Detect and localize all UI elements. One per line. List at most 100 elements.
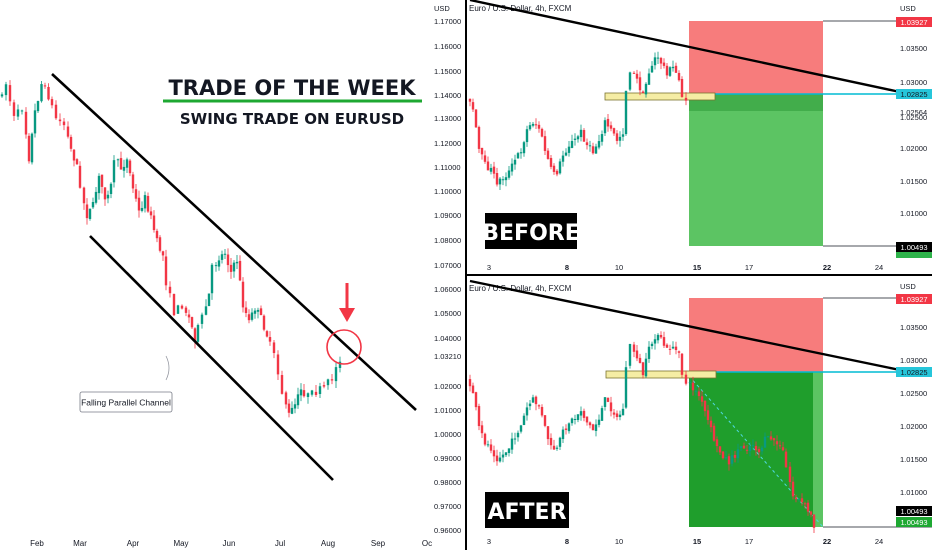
after-right-tick-label: 1.03000 — [900, 356, 927, 365]
daily-x-tick-label: May — [173, 539, 188, 548]
after-candle — [474, 391, 478, 411]
after-candle — [480, 420, 484, 438]
daily-candle — [210, 263, 214, 300]
after-loss-zone[interactable] — [689, 298, 823, 372]
channel-callout-label: Falling Parallel Channel — [81, 398, 171, 408]
after-candle — [561, 426, 565, 444]
daily-candle — [338, 356, 342, 373]
before-candle — [507, 166, 511, 180]
after-candle — [706, 404, 710, 425]
after-candle — [668, 344, 672, 355]
daily-candles — [0, 80, 342, 418]
before-candle — [647, 68, 651, 85]
daily-candle — [33, 103, 37, 138]
after-x-tick-label: 8 — [565, 537, 569, 546]
before-candle — [582, 128, 586, 142]
channel-callout-box[interactable] — [79, 391, 173, 413]
after-candle — [800, 493, 804, 506]
daily-candle — [78, 161, 82, 189]
before-candle — [603, 117, 607, 136]
after-candle — [558, 436, 562, 451]
before-candle — [543, 130, 547, 155]
after-candle — [659, 331, 663, 339]
daily-candle — [200, 312, 204, 329]
after-candle — [510, 432, 514, 454]
daily-candle — [226, 248, 230, 273]
before-entry-box[interactable] — [604, 92, 716, 101]
after-candle — [576, 414, 580, 423]
after-right-tick-label: 1.01000 — [900, 488, 927, 497]
daily-x-tick-label: Apr — [127, 539, 140, 548]
after-left-tick-label: 0.96000 — [434, 526, 461, 535]
before-candle — [680, 76, 684, 98]
after-candle — [751, 439, 755, 451]
after-candle — [555, 445, 559, 451]
daily-candle — [250, 308, 254, 322]
before-candle — [531, 122, 535, 128]
daily-candle — [176, 304, 180, 314]
daily-candle — [262, 314, 266, 332]
daily-x-tick-label: Jun — [223, 539, 236, 548]
after-candle — [635, 345, 639, 362]
after-candle — [504, 452, 508, 457]
daily-candle — [128, 158, 132, 177]
daily-candle — [164, 249, 168, 291]
after-candle — [477, 403, 481, 431]
after-candle — [709, 416, 713, 433]
after-candle — [618, 410, 622, 421]
svg-text:1.03927: 1.03927 — [900, 18, 927, 27]
after-candle — [543, 415, 547, 428]
daily-candle — [24, 107, 28, 139]
before-candle — [570, 134, 574, 149]
after-candle — [680, 353, 684, 378]
after-candle — [656, 333, 660, 344]
svg-text:1.02564: 1.02564 — [900, 108, 927, 117]
after-candle — [653, 334, 657, 350]
daily-candle — [82, 186, 86, 210]
daily-candle — [43, 82, 47, 89]
after-candle — [522, 413, 526, 426]
before-candle — [588, 140, 592, 152]
before-candle — [674, 62, 678, 73]
before-x-axis: 3 8 10 15 17 22 24 — [487, 263, 883, 272]
daily-candle — [131, 171, 135, 193]
before-candle — [537, 121, 541, 133]
before-profit-zone[interactable] — [689, 94, 823, 246]
after-x-tick-label: 22 — [823, 537, 831, 546]
after-candle — [766, 435, 770, 438]
before-candle — [618, 131, 622, 147]
before-candle — [668, 66, 672, 78]
after-left-tick-label: 1.06000 — [434, 285, 461, 294]
daily-candle — [122, 159, 126, 178]
daily-candle — [137, 190, 141, 218]
after-left-tick-label: 0.98000 — [434, 478, 461, 487]
daily-candle — [8, 80, 12, 106]
after-candle — [715, 436, 719, 453]
before-right-tick-label: 1.03500 — [900, 44, 927, 53]
before-loss-zone[interactable] — [689, 21, 823, 94]
before-candle — [483, 150, 487, 164]
after-candle — [483, 432, 487, 447]
after-candle — [492, 445, 496, 463]
after-x-tick-label: 15 — [693, 537, 701, 546]
after-candle — [763, 432, 767, 448]
after-candle — [665, 343, 669, 349]
after-candle — [769, 431, 773, 441]
after-candle — [612, 409, 616, 419]
after-x-tick-label: 24 — [875, 537, 883, 546]
after-candle — [540, 404, 544, 418]
before-candle — [546, 148, 550, 160]
after-candle — [700, 390, 704, 407]
before-candle — [549, 154, 553, 170]
daily-candle — [293, 398, 297, 414]
after-left-tick-label: 1.01000 — [434, 406, 461, 415]
after-tag-target: 1.00493 — [896, 506, 932, 516]
after-entry-box[interactable] — [605, 370, 717, 379]
before-candle — [468, 98, 472, 107]
after-candle — [519, 424, 523, 434]
after-candle — [671, 341, 675, 350]
breakout-circle — [326, 329, 362, 365]
before-chart: Euro / U.S. Dollar, 4h, FXCM USD USD 1.1… — [434, 0, 932, 272]
daily-candle — [134, 184, 138, 202]
